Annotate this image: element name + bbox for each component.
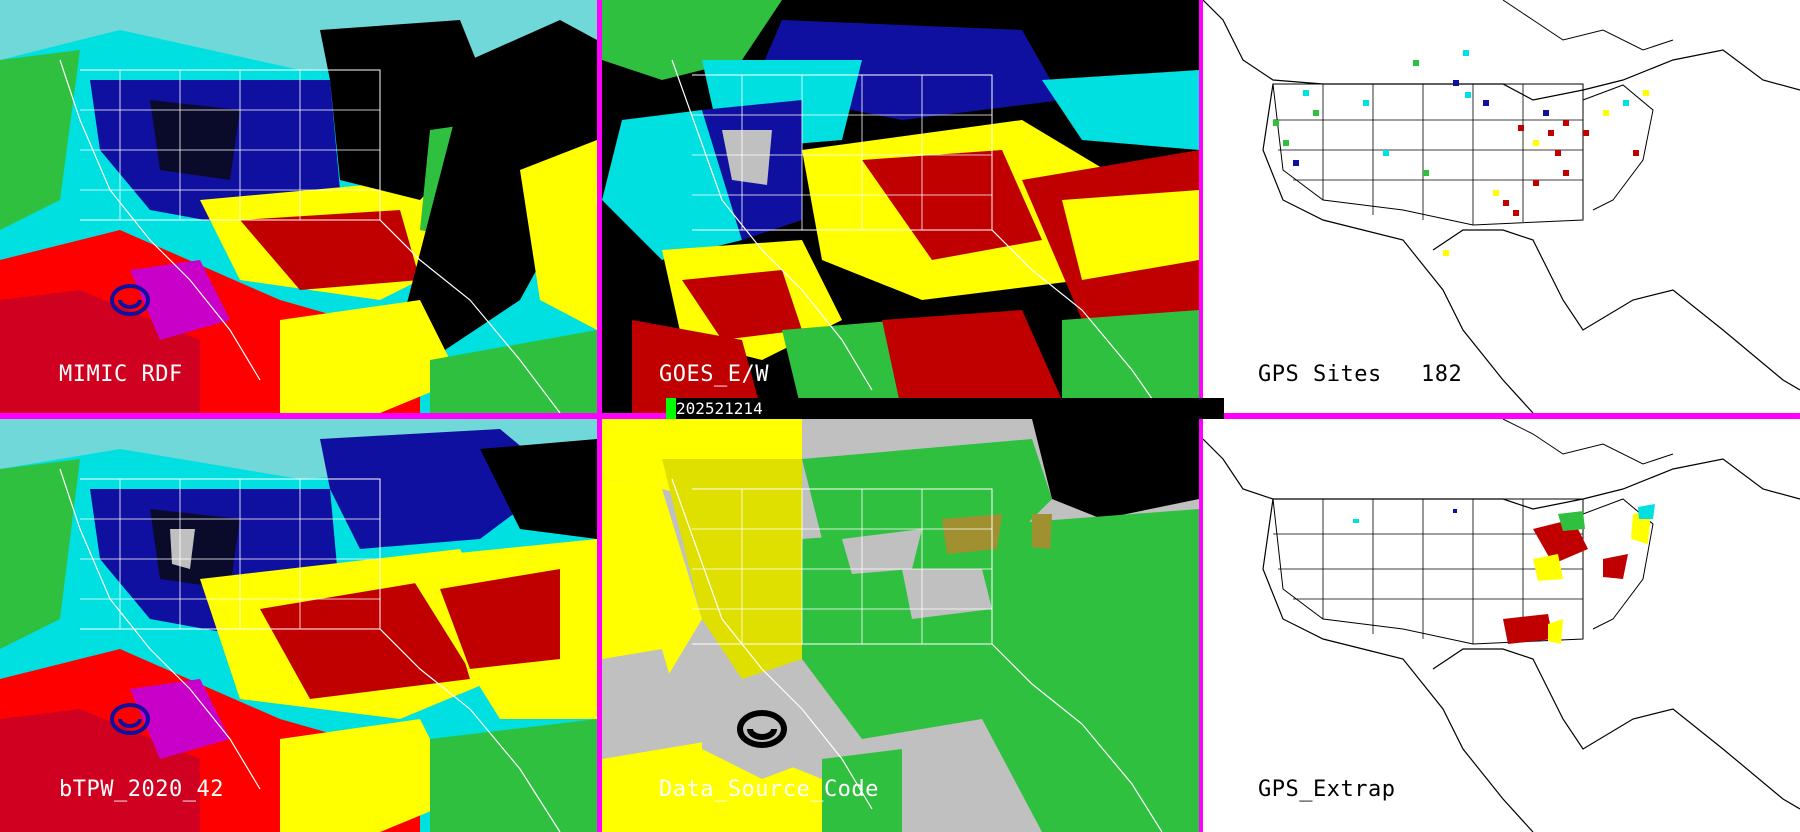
mimic-rdf-map (0, 0, 597, 413)
panel-label: MIMIC RDF (59, 362, 183, 387)
panel-label: GOES_E/W (659, 362, 769, 387)
panel-label: GPS Sites (1258, 362, 1382, 387)
panel-label: GPS_Extrap (1258, 777, 1396, 802)
goes-ew-map (602, 0, 1199, 413)
panel-mimic-rdf: MIMIC RDF (0, 0, 597, 413)
btpw-map (0, 419, 597, 832)
gps-extrap-map (1203, 419, 1800, 832)
panel-goes-ew: GOES_E/W (602, 0, 1199, 413)
gps-sites-map (1203, 0, 1800, 413)
gps-site-count: 182 (1421, 362, 1463, 387)
panel-label: Data_Source_Code (659, 777, 879, 802)
data-source-code-map (602, 419, 1199, 832)
panel-gps-extrap: GPS_Extrap (1203, 419, 1800, 832)
panel-btpw: bTPW_2020_42 (0, 419, 597, 832)
timestamp-marker (666, 398, 676, 419)
panel-data-source-code: Data_Source_Code (602, 419, 1199, 832)
timestamp-bar: 202521214 (666, 398, 1224, 419)
panel-gps-sites: GPS Sites 182 (1203, 0, 1800, 413)
panel-label: bTPW_2020_42 (59, 777, 224, 802)
timestamp: 202521214 (676, 399, 763, 418)
